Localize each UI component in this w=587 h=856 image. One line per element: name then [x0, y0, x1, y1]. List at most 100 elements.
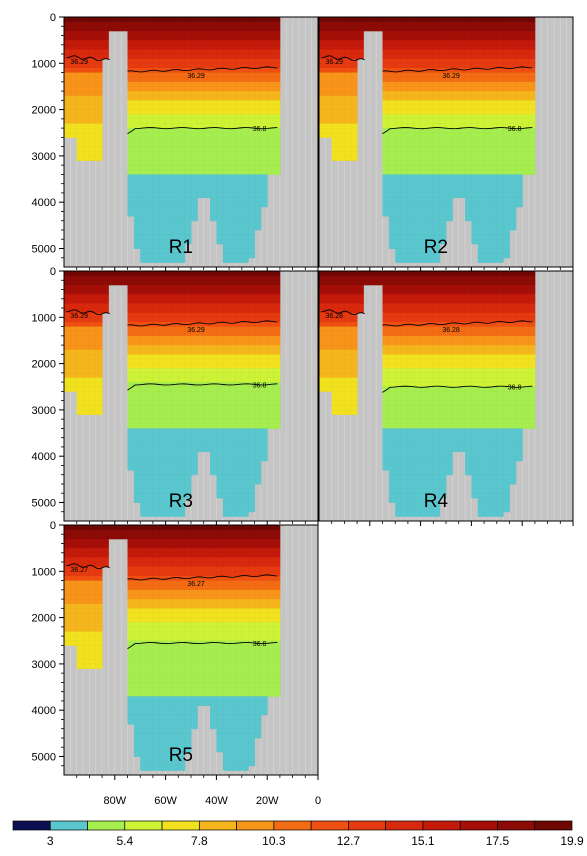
temp-cell	[273, 340, 281, 346]
temp-cell	[483, 58, 492, 64]
temp-cell	[140, 284, 148, 291]
temp-cell	[95, 90, 103, 97]
temp-cell	[209, 381, 217, 388]
temp-cell	[509, 220, 517, 226]
temp-cell	[178, 164, 186, 171]
temp-cell	[216, 474, 224, 480]
temp-cell	[350, 104, 358, 111]
temp-cell	[203, 428, 211, 434]
temp-cell	[509, 77, 517, 83]
temp-cell	[273, 391, 281, 397]
temp-cell	[273, 400, 281, 406]
temp-cell	[420, 100, 428, 106]
temp-cell	[325, 335, 333, 341]
temp-cell	[331, 81, 339, 87]
temp-cell	[407, 225, 415, 231]
temp-cell	[133, 340, 141, 346]
temp-cell	[388, 100, 396, 106]
temp-cell	[337, 377, 345, 383]
temp-cell	[63, 39, 71, 46]
temp-cell	[401, 465, 409, 471]
temp-cell	[382, 456, 390, 462]
temp-cell	[420, 418, 428, 425]
temp-cell	[140, 39, 148, 46]
temp-cell	[395, 437, 403, 443]
temp-cell	[414, 511, 422, 517]
temp-cell	[133, 497, 141, 504]
temp-cell	[95, 386, 103, 392]
temp-cell	[477, 53, 485, 60]
temp-cell	[388, 418, 396, 425]
temp-cell	[178, 479, 186, 485]
temp-cell	[222, 423, 230, 429]
temp-cell	[331, 127, 339, 134]
temp-cell	[222, 428, 230, 434]
temp-cell	[197, 409, 205, 416]
temp-cell	[260, 35, 268, 41]
temp-cell	[127, 372, 135, 379]
temp-cell	[433, 104, 441, 111]
temp-cell	[241, 100, 249, 106]
temp-cell	[496, 114, 504, 120]
temp-cell	[82, 21, 90, 27]
temp-cell	[388, 49, 396, 55]
temp-cell	[235, 275, 243, 281]
temp-cell	[401, 239, 409, 245]
temp-cell	[228, 155, 237, 162]
temp-cell	[452, 26, 460, 32]
temp-cell	[197, 192, 205, 199]
temp-cell	[190, 197, 198, 203]
temp-cell	[414, 160, 422, 166]
temp-cell	[420, 44, 428, 50]
temp-cell	[401, 137, 409, 143]
temp-cell	[171, 183, 179, 189]
temp-cell	[95, 280, 103, 286]
temp-cell	[114, 275, 122, 281]
temp-cell	[382, 289, 390, 295]
temp-cell	[452, 100, 460, 106]
temp-cell	[216, 114, 224, 120]
temp-cell	[165, 372, 173, 379]
temp-cell	[146, 414, 154, 420]
temp-cell	[235, 358, 243, 365]
temp-cell	[197, 344, 205, 351]
temp-cell	[82, 16, 90, 23]
temp-cell	[528, 104, 536, 111]
temp-cell	[89, 321, 97, 328]
temp-cell	[331, 363, 339, 369]
temp-cell	[260, 428, 268, 434]
temp-cell	[222, 211, 230, 217]
temp-cell	[414, 35, 422, 41]
temp-cell	[414, 229, 422, 236]
temp-cell	[235, 109, 243, 115]
temp-cell	[216, 81, 224, 87]
temp-cell	[471, 225, 479, 231]
temp-cell	[433, 331, 441, 337]
temp-cell	[222, 35, 230, 41]
temp-cell	[140, 377, 148, 383]
temp-cell	[395, 368, 403, 374]
temp-cell	[522, 127, 530, 134]
temp-cell	[159, 442, 167, 448]
temp-cell	[254, 395, 262, 402]
temp-cell	[414, 437, 422, 443]
temp-cell	[171, 100, 179, 106]
temp-cell	[490, 44, 498, 50]
temp-cell	[382, 127, 390, 134]
temp-cell	[445, 151, 453, 157]
temp-cell	[209, 280, 217, 286]
temp-cell	[216, 206, 224, 212]
temp-cell	[445, 53, 453, 60]
temp-cell	[159, 95, 167, 101]
temp-cell	[337, 284, 345, 291]
temp-cell	[241, 446, 249, 453]
temp-cell	[203, 423, 211, 429]
temp-cell	[241, 432, 249, 439]
temp-cell	[254, 405, 262, 411]
temp-cell	[445, 169, 453, 175]
temp-cell	[318, 303, 326, 309]
temp-cell	[350, 44, 358, 50]
temp-cell	[420, 220, 428, 226]
temp-cell	[247, 340, 256, 346]
temp-cell	[171, 469, 179, 476]
